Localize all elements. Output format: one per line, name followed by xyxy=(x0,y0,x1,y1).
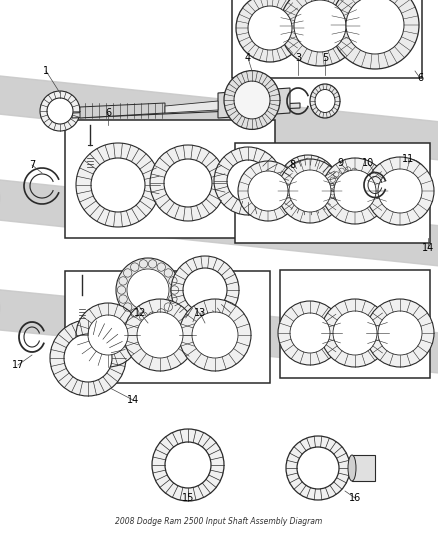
Circle shape xyxy=(137,312,183,358)
Circle shape xyxy=(171,256,239,324)
FancyBboxPatch shape xyxy=(232,0,422,78)
Circle shape xyxy=(150,145,226,221)
Circle shape xyxy=(322,158,388,224)
Circle shape xyxy=(238,161,298,221)
Ellipse shape xyxy=(315,90,335,112)
Circle shape xyxy=(152,429,224,501)
Circle shape xyxy=(192,312,238,358)
Circle shape xyxy=(40,91,80,131)
Circle shape xyxy=(290,313,330,353)
Circle shape xyxy=(164,159,212,207)
Circle shape xyxy=(50,320,126,396)
Ellipse shape xyxy=(388,159,428,203)
Text: 16: 16 xyxy=(349,493,361,503)
Ellipse shape xyxy=(234,81,270,119)
Circle shape xyxy=(278,301,342,365)
Text: 12: 12 xyxy=(134,308,146,318)
Text: 6: 6 xyxy=(417,73,423,83)
Circle shape xyxy=(366,299,434,367)
Text: 6: 6 xyxy=(105,108,111,118)
Circle shape xyxy=(378,311,422,355)
Circle shape xyxy=(236,0,304,62)
Polygon shape xyxy=(218,88,290,118)
Polygon shape xyxy=(80,103,165,118)
Text: 5: 5 xyxy=(322,53,328,63)
Ellipse shape xyxy=(395,166,421,196)
FancyBboxPatch shape xyxy=(280,270,430,378)
Text: 7: 7 xyxy=(29,160,35,170)
Circle shape xyxy=(88,315,128,355)
FancyBboxPatch shape xyxy=(65,271,270,383)
Polygon shape xyxy=(352,455,375,481)
Circle shape xyxy=(248,6,292,50)
Text: 17: 17 xyxy=(12,360,24,370)
Circle shape xyxy=(335,173,361,199)
Text: 3: 3 xyxy=(295,53,301,63)
Polygon shape xyxy=(0,288,438,375)
Circle shape xyxy=(333,311,377,355)
Circle shape xyxy=(227,160,269,202)
Polygon shape xyxy=(0,178,438,268)
Circle shape xyxy=(183,268,227,312)
Circle shape xyxy=(64,334,112,382)
Circle shape xyxy=(328,166,368,206)
Text: 8: 8 xyxy=(289,160,295,170)
Circle shape xyxy=(248,171,288,211)
Text: 4: 4 xyxy=(245,53,251,63)
Circle shape xyxy=(76,303,140,367)
Circle shape xyxy=(321,299,389,367)
Polygon shape xyxy=(165,101,218,113)
Circle shape xyxy=(280,0,360,66)
Ellipse shape xyxy=(310,84,340,118)
Circle shape xyxy=(286,436,350,500)
Circle shape xyxy=(378,169,422,213)
Circle shape xyxy=(331,0,419,69)
Circle shape xyxy=(91,158,145,212)
Circle shape xyxy=(288,165,328,205)
FancyBboxPatch shape xyxy=(65,120,275,238)
Text: 2008 Dodge Ram 2500 Input Shaft Assembly Diagram: 2008 Dodge Ram 2500 Input Shaft Assembly… xyxy=(115,516,323,526)
Circle shape xyxy=(289,170,331,212)
Circle shape xyxy=(124,299,196,371)
Circle shape xyxy=(278,159,342,223)
Circle shape xyxy=(334,170,376,212)
Circle shape xyxy=(214,147,282,215)
Polygon shape xyxy=(0,74,438,162)
Circle shape xyxy=(346,0,404,54)
Circle shape xyxy=(127,269,169,311)
Text: 9: 9 xyxy=(337,158,343,168)
Text: 13: 13 xyxy=(194,308,206,318)
Circle shape xyxy=(47,98,73,124)
Circle shape xyxy=(294,0,346,52)
Circle shape xyxy=(116,258,180,322)
Circle shape xyxy=(366,157,434,225)
Text: 11: 11 xyxy=(402,154,414,164)
Circle shape xyxy=(179,299,251,371)
Text: 10: 10 xyxy=(362,158,374,168)
Ellipse shape xyxy=(348,455,356,481)
Circle shape xyxy=(76,143,160,227)
Circle shape xyxy=(165,442,211,488)
Text: 15: 15 xyxy=(182,493,194,503)
Polygon shape xyxy=(72,103,300,118)
Ellipse shape xyxy=(224,70,280,130)
Text: 1: 1 xyxy=(43,66,49,76)
Circle shape xyxy=(297,447,339,489)
FancyBboxPatch shape xyxy=(235,143,430,243)
Text: 14: 14 xyxy=(422,243,434,253)
Circle shape xyxy=(278,155,338,215)
Text: 14: 14 xyxy=(127,395,139,405)
